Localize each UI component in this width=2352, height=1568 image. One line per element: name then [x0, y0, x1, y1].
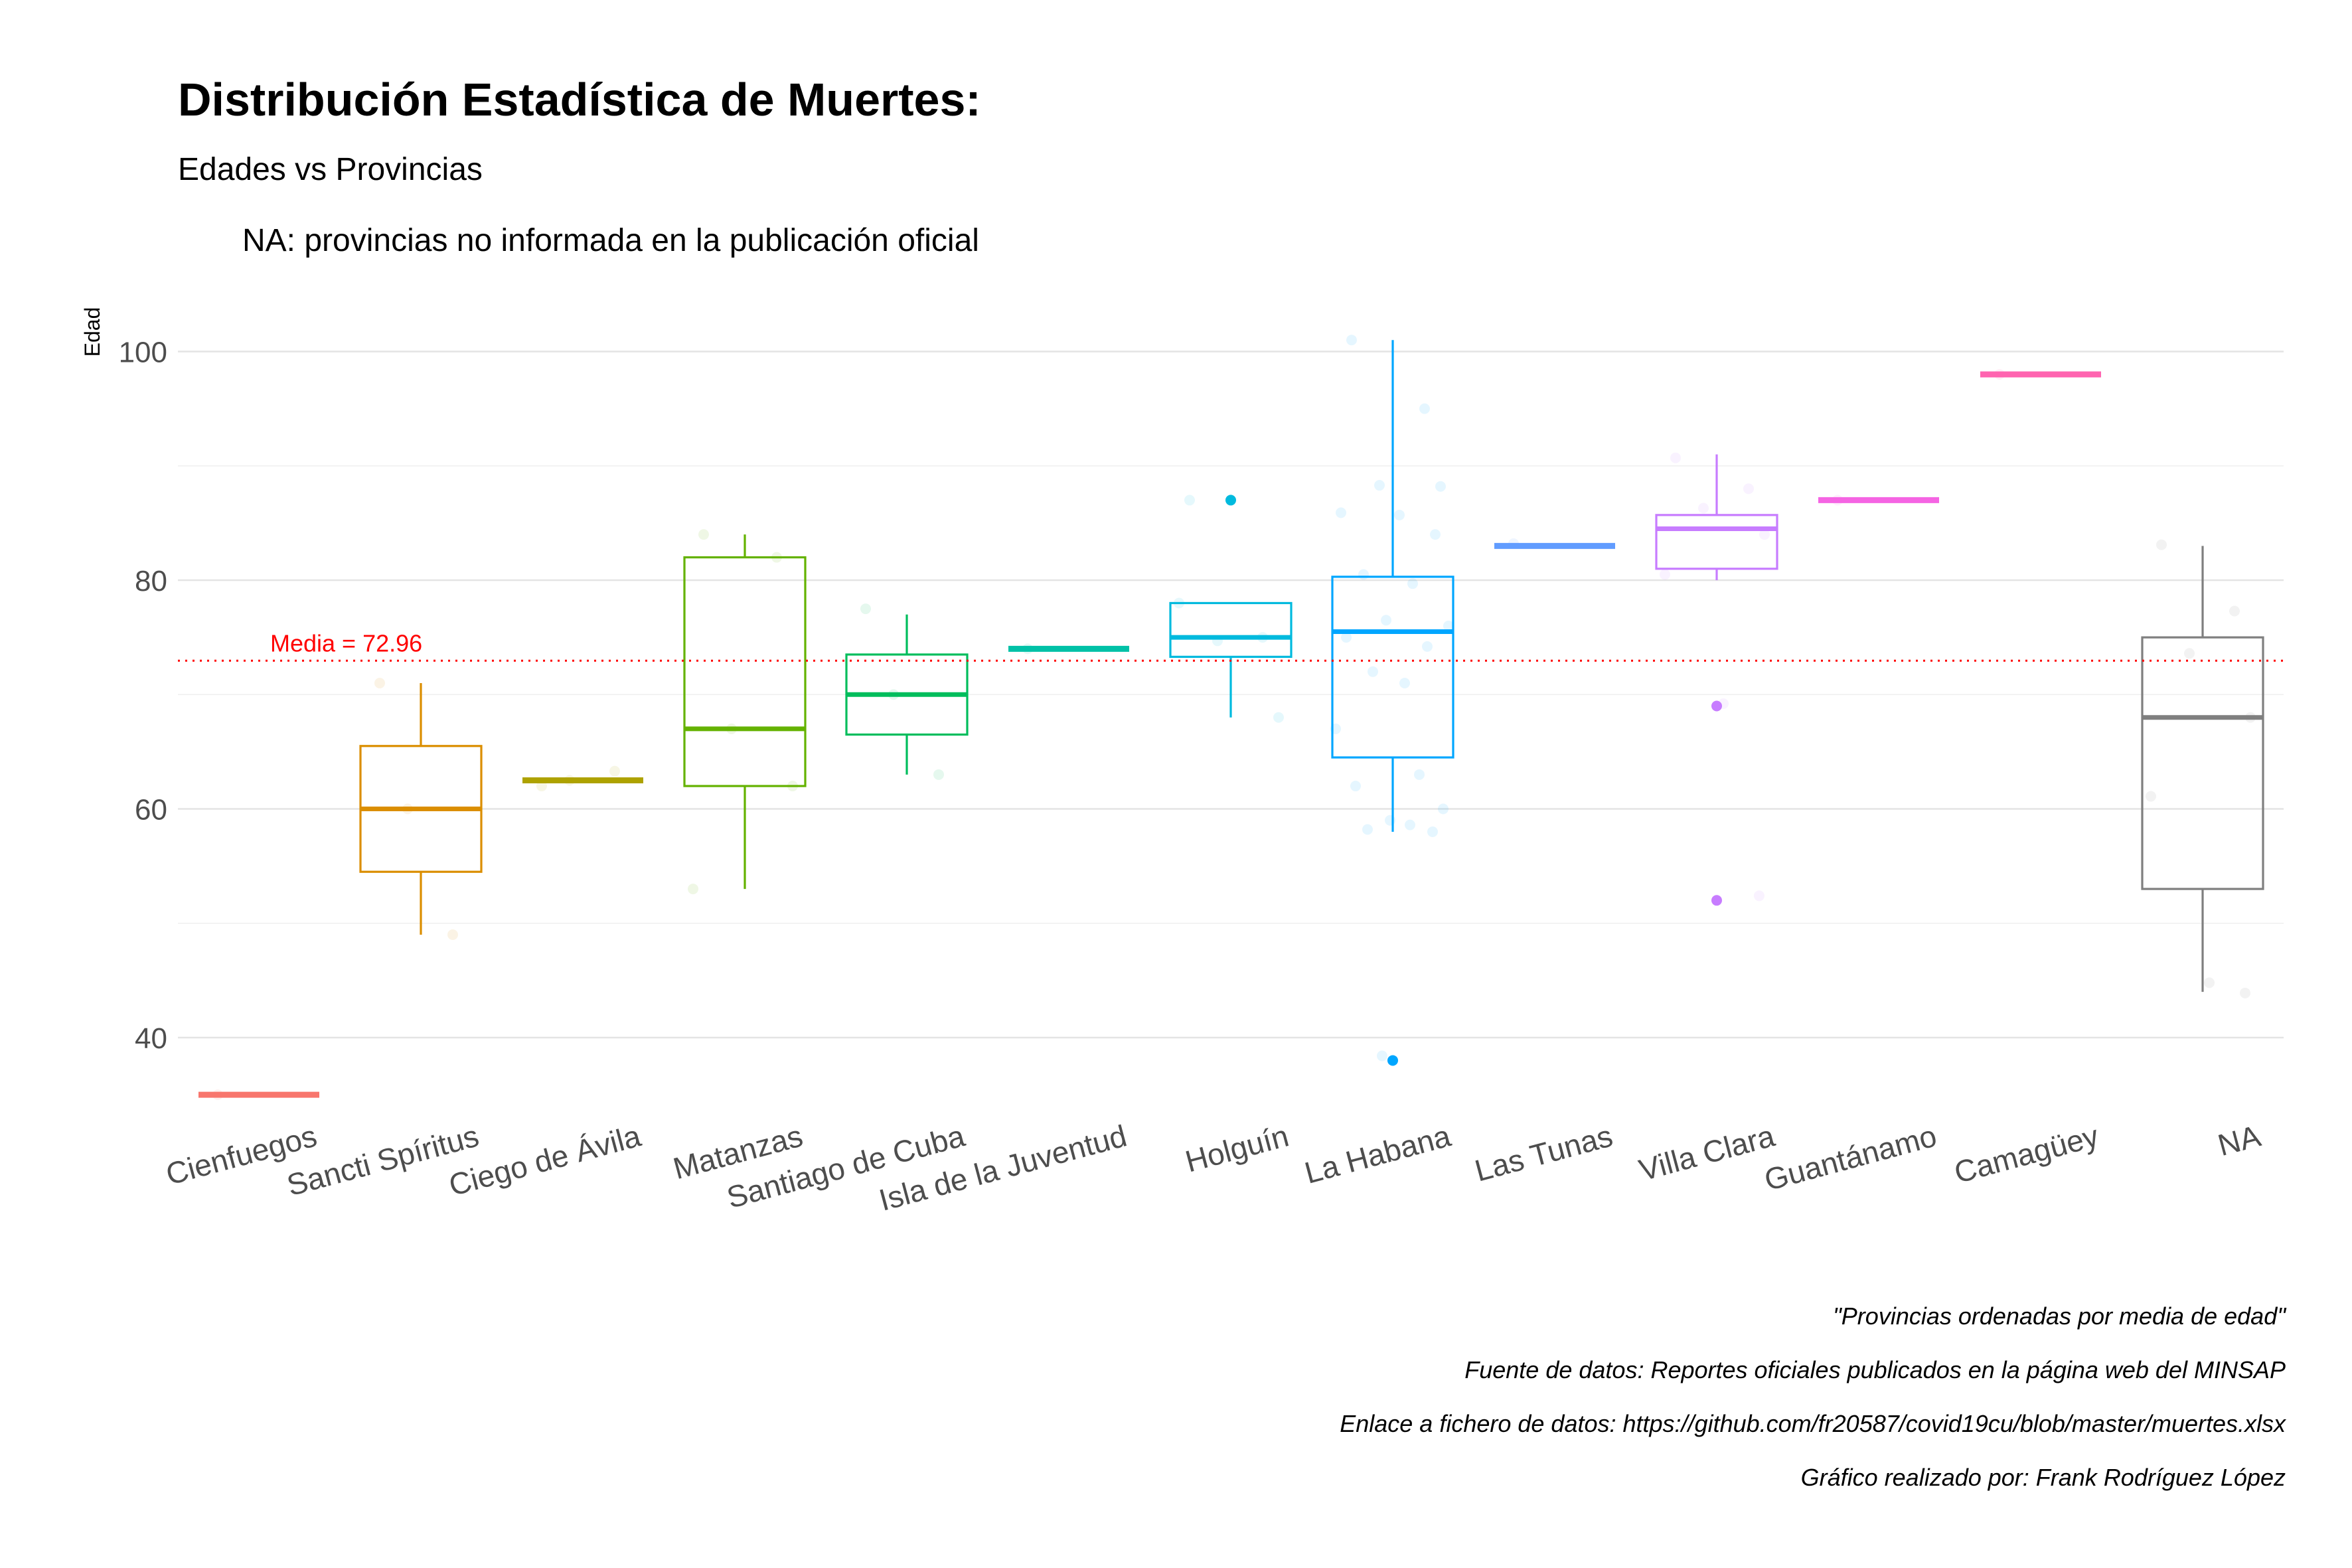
y-axis-ticks: 40 60 80 100 [119, 337, 167, 1056]
jitter-point [2156, 539, 2167, 550]
jitter-point [1336, 507, 1346, 518]
jitter-point [1184, 495, 1195, 506]
jitter-point [1438, 803, 1449, 815]
box-rect [1655, 514, 1778, 570]
jitter-point [2146, 791, 2156, 802]
y-tick-label: 100 [119, 337, 167, 369]
x-tick-label: Holguín [1182, 1118, 1293, 1178]
jitter-point [688, 884, 698, 895]
jitter-point [1743, 483, 1754, 495]
x-tick-label: Las Tunas [1471, 1118, 1616, 1188]
jitter-point [1443, 620, 1454, 631]
y-tick-label: 60 [135, 794, 167, 826]
mean-line-group: Media = 72.96 [178, 629, 2284, 662]
box-rect [2141, 636, 2264, 890]
jitter-point [1381, 615, 1391, 626]
jitter-point [1385, 815, 1395, 826]
x-tick-label: Guantánamo [1761, 1118, 1940, 1197]
jitter-point [1435, 481, 1446, 492]
jitter-point [1350, 781, 1361, 792]
jitter-point [2204, 977, 2215, 988]
outlier-point [1711, 895, 1722, 906]
caption-link: Enlace a fichero de datos: https://githu… [1340, 1410, 2286, 1437]
outlier-point [1711, 700, 1722, 712]
caption-source: Fuente de datos: Reportes oficiales publ… [1464, 1356, 2286, 1383]
box-3 [683, 534, 807, 890]
chart-subtitle: Edades vs Provincias [178, 152, 483, 187]
chart-note: NA: provincias no informada en la public… [242, 223, 979, 258]
jitter-point [2240, 987, 2250, 998]
jitter-point [374, 678, 385, 689]
jitter-point [1407, 578, 1418, 589]
jitter-point [1660, 569, 1670, 580]
box-1 [359, 683, 483, 935]
jitter-point [698, 529, 709, 540]
jitter-point [1358, 569, 1369, 580]
jitter-point [1759, 529, 1770, 540]
jitter-point [1368, 666, 1378, 677]
jitter-point [860, 603, 871, 615]
outlier-point [1387, 1055, 1398, 1066]
jitter-point [1273, 712, 1284, 723]
jitter-point [2229, 605, 2240, 617]
box-rect [683, 556, 807, 787]
jitter-point [1374, 480, 1385, 491]
jitter-point [1399, 678, 1410, 689]
jitter-point [447, 929, 458, 940]
x-tick-label: La Habana [1301, 1118, 1454, 1190]
caption-order-note: "Provincias ordenadas por media de edad" [1833, 1302, 2286, 1330]
chart-title: Distribución Estadística de Muertes: [178, 74, 981, 125]
jitter-point [2184, 648, 2195, 659]
jitter-points [212, 335, 2256, 1101]
jitter-point [1414, 769, 1425, 780]
x-tick-label: Villa Clara [1635, 1118, 1778, 1187]
y-tick-label: 40 [135, 1022, 167, 1055]
grid-lines [178, 351, 2284, 1039]
jitter-point [1377, 1050, 1387, 1061]
box-9 [1655, 454, 1778, 906]
box-6 [1169, 495, 1293, 718]
box-7 [1331, 340, 1454, 1066]
box-rect [1331, 576, 1454, 759]
jitter-point [1422, 641, 1433, 652]
jitter-point [1346, 335, 1357, 346]
jitter-point [1670, 452, 1681, 463]
jitter-point [1362, 824, 1373, 835]
y-axis-label: Edad [80, 307, 104, 357]
boxes [198, 340, 2264, 1098]
jitter-point [609, 765, 620, 777]
y-tick-label: 80 [135, 565, 167, 597]
jitter-point [1430, 529, 1441, 540]
mean-label: Media = 72.96 [270, 629, 422, 657]
caption-author: Gráfico realizado por: Frank Rodríguez L… [1800, 1464, 2286, 1491]
jitter-point [1405, 819, 1415, 830]
jitter-point [1698, 503, 1709, 514]
outlier-point [1225, 495, 1236, 506]
jitter-point [536, 781, 547, 792]
box-4 [845, 614, 969, 775]
x-tick-label: NA [2214, 1118, 2264, 1162]
jitter-point [1341, 632, 1352, 643]
jitter-point [1394, 509, 1405, 520]
jitter-point [933, 769, 944, 780]
box-rect [1169, 601, 1293, 659]
box-12 [2141, 546, 2264, 992]
jitter-point [1427, 826, 1438, 837]
x-tick-label: Camagüey [1950, 1118, 2102, 1190]
jitter-point [1754, 890, 1764, 902]
jitter-point [1419, 403, 1430, 414]
